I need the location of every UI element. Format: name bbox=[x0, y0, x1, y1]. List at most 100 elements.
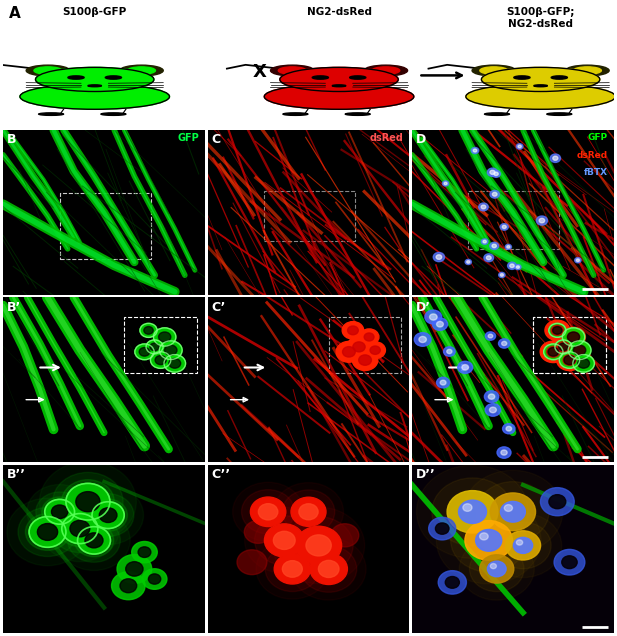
Circle shape bbox=[300, 546, 357, 592]
Circle shape bbox=[484, 513, 561, 577]
Circle shape bbox=[336, 342, 362, 363]
Circle shape bbox=[39, 462, 136, 542]
Circle shape bbox=[438, 570, 466, 594]
Text: fBTX: fBTX bbox=[584, 168, 608, 177]
Circle shape bbox=[540, 341, 566, 363]
Circle shape bbox=[274, 554, 310, 584]
Text: D’’: D’’ bbox=[416, 468, 436, 481]
Circle shape bbox=[273, 531, 295, 550]
Circle shape bbox=[445, 576, 460, 588]
Circle shape bbox=[68, 518, 120, 562]
Ellipse shape bbox=[364, 65, 408, 76]
Text: GFP: GFP bbox=[588, 134, 608, 142]
Circle shape bbox=[364, 333, 374, 341]
Circle shape bbox=[576, 259, 579, 261]
Text: D’: D’ bbox=[416, 301, 431, 314]
Circle shape bbox=[159, 332, 171, 342]
Ellipse shape bbox=[88, 85, 102, 86]
Text: C’: C’ bbox=[212, 301, 226, 314]
Circle shape bbox=[554, 550, 585, 575]
Ellipse shape bbox=[278, 67, 306, 74]
Ellipse shape bbox=[566, 65, 609, 76]
Circle shape bbox=[312, 76, 328, 79]
Circle shape bbox=[444, 183, 447, 184]
Circle shape bbox=[433, 318, 447, 331]
Circle shape bbox=[465, 259, 471, 265]
Circle shape bbox=[82, 494, 134, 537]
Circle shape bbox=[500, 501, 525, 522]
Text: dsRed: dsRed bbox=[370, 134, 404, 143]
Circle shape bbox=[244, 508, 324, 573]
Circle shape bbox=[331, 523, 358, 547]
Circle shape bbox=[569, 342, 590, 359]
Circle shape bbox=[499, 272, 505, 277]
Circle shape bbox=[553, 156, 558, 160]
Circle shape bbox=[42, 497, 78, 527]
Text: dsRed: dsRed bbox=[577, 151, 608, 160]
Circle shape bbox=[573, 345, 586, 356]
Circle shape bbox=[52, 473, 123, 531]
Circle shape bbox=[432, 478, 513, 546]
Ellipse shape bbox=[20, 84, 170, 109]
Circle shape bbox=[73, 486, 144, 544]
Circle shape bbox=[484, 254, 494, 261]
Circle shape bbox=[547, 347, 560, 357]
Text: A: A bbox=[9, 6, 21, 21]
Circle shape bbox=[62, 480, 114, 523]
Circle shape bbox=[447, 490, 498, 533]
Circle shape bbox=[436, 497, 541, 584]
Circle shape bbox=[561, 556, 577, 569]
Circle shape bbox=[51, 505, 68, 518]
Circle shape bbox=[477, 481, 549, 542]
Circle shape bbox=[425, 310, 442, 324]
Circle shape bbox=[504, 504, 513, 511]
Circle shape bbox=[256, 539, 329, 599]
Circle shape bbox=[291, 497, 326, 527]
Circle shape bbox=[488, 394, 495, 399]
Circle shape bbox=[89, 499, 128, 531]
Circle shape bbox=[513, 537, 532, 553]
Ellipse shape bbox=[534, 85, 547, 86]
Circle shape bbox=[501, 450, 507, 455]
Circle shape bbox=[479, 555, 514, 583]
Circle shape bbox=[237, 550, 267, 575]
Ellipse shape bbox=[39, 113, 64, 115]
Circle shape bbox=[544, 344, 563, 360]
Circle shape bbox=[296, 526, 342, 565]
Circle shape bbox=[458, 500, 487, 523]
Circle shape bbox=[540, 488, 574, 516]
Circle shape bbox=[491, 563, 497, 569]
Circle shape bbox=[578, 359, 589, 368]
Circle shape bbox=[463, 470, 563, 553]
Circle shape bbox=[151, 352, 171, 368]
Circle shape bbox=[450, 509, 527, 572]
Circle shape bbox=[470, 546, 524, 591]
Circle shape bbox=[516, 144, 523, 149]
Circle shape bbox=[74, 524, 114, 556]
Circle shape bbox=[497, 447, 511, 459]
Text: C: C bbox=[212, 134, 221, 146]
Circle shape bbox=[514, 76, 530, 79]
Circle shape bbox=[562, 328, 585, 346]
Circle shape bbox=[442, 181, 449, 186]
Circle shape bbox=[444, 347, 455, 356]
Circle shape bbox=[487, 561, 506, 577]
Circle shape bbox=[117, 555, 152, 583]
Circle shape bbox=[126, 562, 143, 576]
Circle shape bbox=[458, 361, 473, 373]
Ellipse shape bbox=[472, 65, 516, 76]
Ellipse shape bbox=[128, 67, 155, 74]
Circle shape bbox=[500, 273, 503, 276]
Circle shape bbox=[573, 355, 594, 372]
Circle shape bbox=[465, 521, 513, 560]
Circle shape bbox=[139, 347, 150, 356]
Circle shape bbox=[486, 332, 495, 340]
Circle shape bbox=[564, 356, 575, 364]
Circle shape bbox=[78, 527, 110, 554]
Text: C’’: C’’ bbox=[212, 468, 231, 481]
Circle shape bbox=[490, 190, 499, 198]
Circle shape bbox=[350, 76, 366, 79]
Circle shape bbox=[27, 485, 93, 539]
Circle shape bbox=[7, 498, 88, 565]
Circle shape bbox=[490, 242, 499, 249]
